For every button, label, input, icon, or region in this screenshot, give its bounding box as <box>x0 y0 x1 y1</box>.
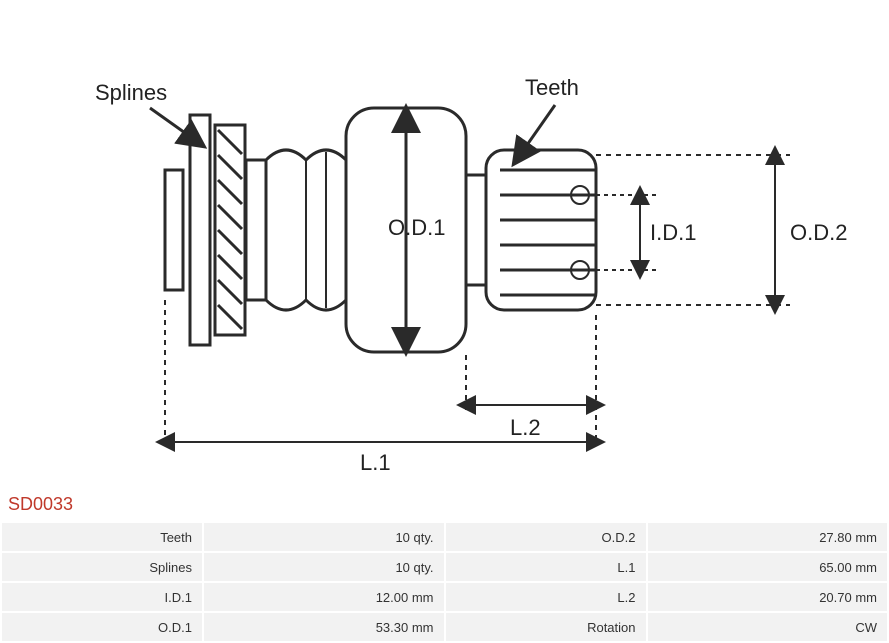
spec-label: Rotation <box>446 613 646 641</box>
spec-label: L.1 <box>446 553 646 581</box>
spec-table: Teeth10 qty.O.D.227.80 mmSplines10 qty.L… <box>0 521 889 643</box>
label-od1: O.D.1 <box>388 215 445 240</box>
label-splines: Splines <box>95 80 167 105</box>
table-row: Teeth10 qty.O.D.227.80 mm <box>2 523 887 551</box>
label-teeth: Teeth <box>525 75 579 100</box>
table-row: Splines10 qty.L.165.00 mm <box>2 553 887 581</box>
label-l1: L.1 <box>360 450 391 475</box>
spec-label: L.2 <box>446 583 646 611</box>
spec-label: Splines <box>2 553 202 581</box>
spec-value: 10 qty. <box>204 523 444 551</box>
spec-label: Teeth <box>2 523 202 551</box>
label-l2: L.2 <box>510 415 541 440</box>
spec-value: 27.80 mm <box>648 523 888 551</box>
spec-label: O.D.2 <box>446 523 646 551</box>
label-od2: O.D.2 <box>790 220 847 245</box>
technical-diagram: Splines Teeth O.D.1 I.D.1 O.D.2 L.2 L.1 <box>0 0 889 490</box>
spec-value: CW <box>648 613 888 641</box>
table-row: I.D.112.00 mmL.220.70 mm <box>2 583 887 611</box>
part-code: SD0033 <box>0 490 889 521</box>
spec-value: 65.00 mm <box>648 553 888 581</box>
spec-value: 20.70 mm <box>648 583 888 611</box>
spec-label: I.D.1 <box>2 583 202 611</box>
spec-value: 10 qty. <box>204 553 444 581</box>
spec-value: 53.30 mm <box>204 613 444 641</box>
table-row: O.D.153.30 mmRotationCW <box>2 613 887 641</box>
spec-label: O.D.1 <box>2 613 202 641</box>
label-id1: I.D.1 <box>650 220 696 245</box>
spec-value: 12.00 mm <box>204 583 444 611</box>
